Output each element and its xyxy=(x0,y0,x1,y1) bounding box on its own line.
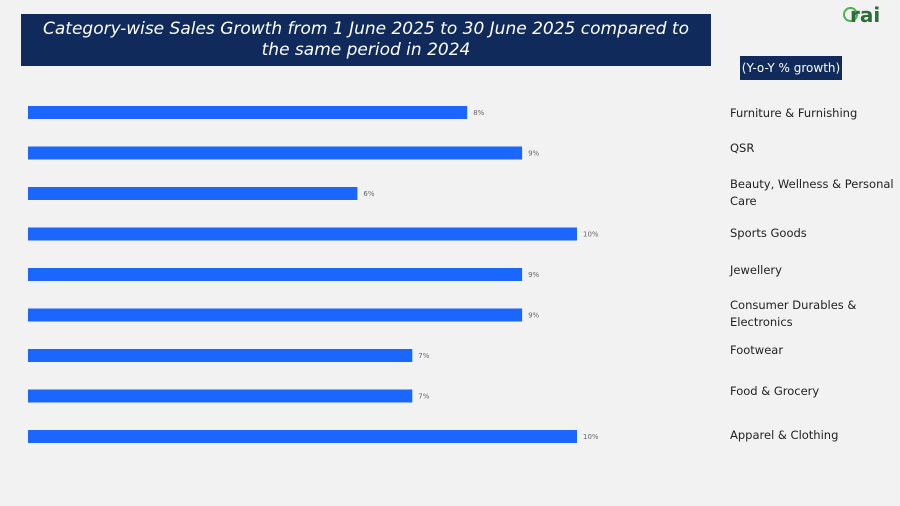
data-label-6: 9% xyxy=(528,312,539,320)
data-label-2: 9% xyxy=(528,150,539,158)
category-label-4: Sports Goods xyxy=(730,226,807,240)
data-label-8: 7% xyxy=(418,393,429,401)
logo-ring-icon xyxy=(843,7,858,22)
bar-4 xyxy=(28,227,577,241)
data-label-5: 9% xyxy=(528,271,539,279)
category-label-6: Consumer Durables & Electronics xyxy=(730,298,857,329)
category-label-1: Furniture & Furnishing xyxy=(730,106,858,120)
legend-box: (Y-o-Y % growth) xyxy=(740,56,842,80)
bar-7 xyxy=(28,349,413,362)
logo-text: rai xyxy=(850,3,881,27)
bar-9 xyxy=(28,430,577,443)
brand-logo: rai xyxy=(842,3,892,33)
bar-1 xyxy=(28,106,468,119)
category-label-3: Beauty, Wellness & Personal Care xyxy=(730,177,894,208)
category-label-2: QSR xyxy=(730,141,755,155)
bar-2 xyxy=(28,146,523,160)
data-label-3: 6% xyxy=(363,190,374,198)
data-label-4: 10% xyxy=(583,231,599,239)
data-label-9: 10% xyxy=(583,433,599,441)
category-label-5: Jewellery xyxy=(730,263,782,277)
bar-3 xyxy=(28,187,358,200)
chart-title: Category-wise Sales Growth from 1 June 2… xyxy=(21,14,711,66)
category-label-9: Apparel & Clothing xyxy=(730,428,839,442)
data-label-1: 8% xyxy=(473,109,484,117)
bar-8 xyxy=(28,389,413,403)
data-label-7: 7% xyxy=(418,352,429,360)
category-label-7: Footwear xyxy=(730,343,784,357)
bar-5 xyxy=(28,268,523,281)
category-label-8: Food & Grocery xyxy=(730,384,820,398)
bar-6 xyxy=(28,308,523,322)
